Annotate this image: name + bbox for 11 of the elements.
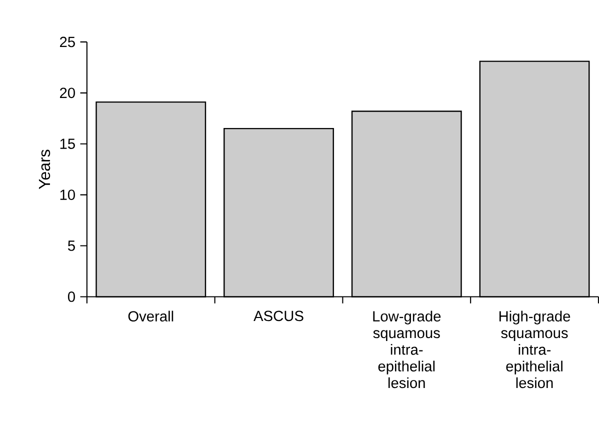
y-axis-title: Years — [38, 150, 50, 190]
x-tick-label: ASCUS — [254, 310, 304, 322]
y-tick-label: 10 — [60, 190, 75, 200]
y-tick-label: 15 — [60, 138, 75, 150]
x-tick-label: Low-grade squamous intra-epithelial lesion — [373, 310, 441, 388]
y-tick-label: 25 — [60, 36, 75, 48]
x-tick-label: Overall — [128, 310, 174, 322]
x-tick-label: High-grade squamous intra-epithelial lesion — [499, 310, 570, 388]
y-tick-label: 0 — [68, 292, 75, 302]
y-tick-label: 20 — [60, 88, 75, 98]
y-tick-label: 5 — [68, 240, 75, 252]
